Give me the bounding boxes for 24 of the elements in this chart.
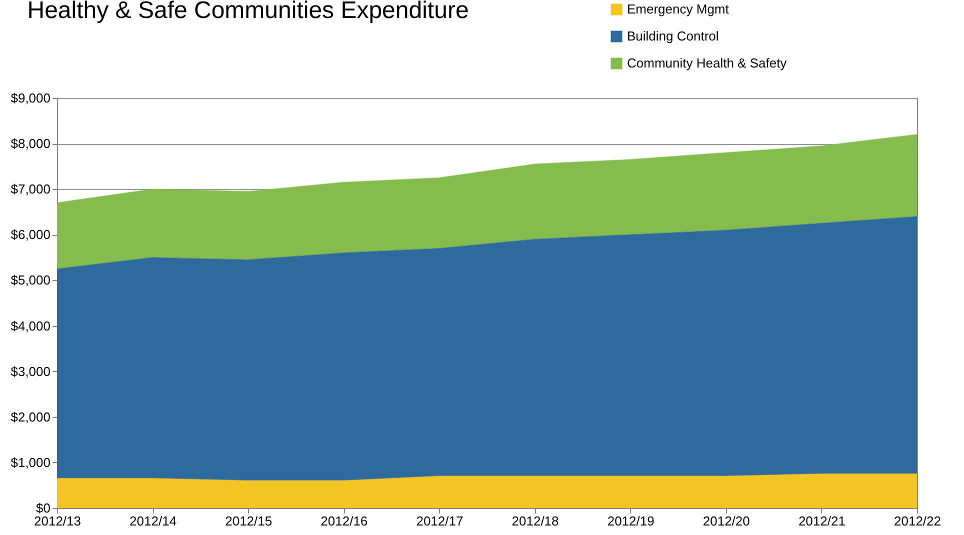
x-tick-label: 2012/19	[607, 514, 654, 528]
y-tick-label: $1,000	[10, 454, 50, 470]
legend-label: Community Health & Safety	[627, 56, 788, 70]
x-tick-label: 2012/21	[798, 514, 846, 528]
y-tick-label: $3,000	[10, 364, 50, 379]
y-tick-label: $6,000	[10, 227, 50, 242]
y-tick-label: $7,000	[10, 182, 50, 197]
y-tick-label: $2,000	[10, 409, 50, 424]
x-tick-label: 2012/15	[225, 514, 272, 528]
x-tick-label: 2012/20	[702, 514, 750, 528]
y-tick-label: $4,000	[10, 318, 50, 334]
legend-label: Emergency Mgmt	[627, 2, 730, 16]
chart-title: Healthy & Safe Communities Expenditure	[27, 0, 469, 24]
y-tick-label: $0	[36, 500, 50, 516]
y-tick-label: $8,000	[10, 136, 50, 152]
x-tick-label: 2012/17	[416, 514, 464, 528]
x-tick-label: 2012/14	[130, 514, 177, 528]
x-tick-label: 2012/22	[894, 514, 941, 528]
x-tick-label: 2012/16	[320, 514, 368, 528]
y-tick-label: $5,000	[10, 272, 50, 288]
x-tick-label: 2012/18	[512, 514, 559, 528]
x-tick-label: 2012/13	[34, 514, 81, 528]
y-tick-label: $9,000	[10, 90, 50, 106]
legend-label: Building Control	[627, 28, 719, 44]
